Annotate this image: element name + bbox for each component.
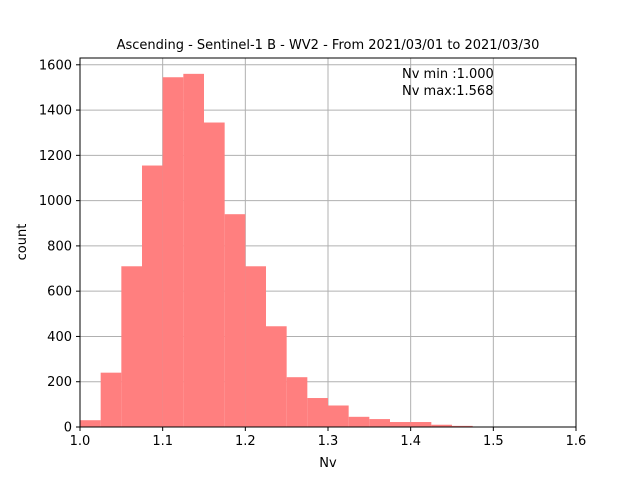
y-tick-label: 1000: [39, 194, 72, 209]
y-axis-label: count: [15, 224, 30, 261]
y-tick-label: 800: [47, 239, 72, 254]
x-tick-label: 1.1: [152, 434, 173, 449]
x-tick-label: 1.3: [318, 434, 339, 449]
y-axis-ticks: 0 200 400 600 800 1000 1200 1400 1600: [39, 58, 80, 436]
histogram-bar: [266, 326, 287, 427]
histogram-bar: [390, 422, 411, 427]
y-tick-label: 400: [47, 330, 72, 345]
histogram-bar: [121, 266, 142, 427]
histogram-bar: [204, 122, 225, 427]
histogram-bars: [80, 73, 514, 428]
chart-title: Ascending - Sentinel-1 B - WV2 - From 20…: [117, 38, 540, 53]
nv-max-annotation: Nv max:1.568: [402, 84, 493, 99]
x-tick-label: 1.4: [400, 434, 421, 449]
histogram-bar: [431, 424, 452, 427]
x-axis-ticks: 1.0 1.1 1.2 1.3 1.4 1.5 1.6: [70, 427, 587, 449]
y-tick-label: 1400: [39, 104, 72, 119]
y-tick-label: 600: [47, 285, 72, 300]
y-tick-label: 200: [47, 375, 72, 390]
x-tick-label: 1.6: [566, 434, 587, 449]
histogram-bar: [183, 73, 204, 428]
x-tick-label: 1.2: [235, 434, 256, 449]
x-tick-label: 1.0: [70, 434, 91, 449]
histogram-bar: [307, 398, 328, 427]
histogram-bar: [328, 405, 349, 427]
histogram-bar: [224, 214, 246, 427]
histogram-bar: [100, 372, 122, 427]
histogram-bar: [80, 420, 101, 427]
y-tick-label: 1600: [39, 58, 72, 73]
histogram-bar: [452, 425, 473, 427]
histogram-bar: [348, 416, 370, 427]
nv-min-annotation: Nv min :1.000: [402, 67, 494, 82]
histogram-bar: [369, 419, 390, 427]
y-tick-label: 0: [64, 421, 72, 436]
x-axis-label: Nv: [319, 456, 337, 471]
histogram-bar: [142, 165, 163, 427]
histogram-bar: [286, 377, 308, 427]
y-tick-label: 1200: [39, 149, 72, 164]
x-tick-label: 1.5: [483, 434, 504, 449]
histogram-bar: [245, 266, 266, 427]
histogram-bar: [410, 422, 432, 427]
histogram-bar: [162, 77, 184, 427]
